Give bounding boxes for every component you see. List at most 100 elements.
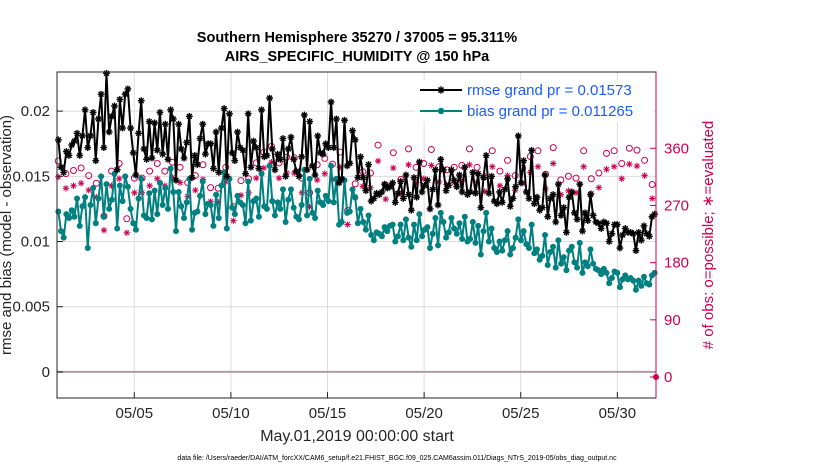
possible-obs-point <box>595 169 603 177</box>
evaluated-obs-point <box>550 160 557 167</box>
rmse-point <box>183 139 191 146</box>
rmse-point <box>175 120 183 128</box>
rmse-point <box>258 106 265 114</box>
rmse-point <box>282 172 290 180</box>
rmse-point <box>169 115 177 123</box>
bias-point <box>202 211 209 218</box>
evaluated-obs-point <box>603 166 610 173</box>
rmse-point <box>300 111 308 119</box>
rmse-point <box>357 153 364 161</box>
bias-point <box>322 192 329 199</box>
rmse-point <box>402 171 410 179</box>
bias-point <box>459 235 466 242</box>
bias-point <box>239 202 246 209</box>
bias-point <box>194 208 201 215</box>
bias-point <box>98 173 105 180</box>
rmse-point <box>319 150 327 158</box>
bias-point <box>499 247 506 254</box>
y2-tick-label: 270 <box>664 197 689 214</box>
rmse-point <box>431 166 439 174</box>
rmse-point <box>132 171 140 179</box>
evaluated-obs-point <box>466 161 473 168</box>
bias-point <box>408 243 415 250</box>
rmse-line <box>57 72 656 252</box>
rmse-point <box>613 221 621 228</box>
y2-tick-label: 180 <box>664 255 689 272</box>
rmse-point <box>477 204 485 212</box>
bias-point <box>443 234 450 241</box>
rmse-point <box>167 106 175 114</box>
bias-point <box>640 273 647 280</box>
x-tick-label: 05/25 <box>502 405 540 422</box>
evaluated-obs-point <box>344 221 351 228</box>
rmse-point <box>557 212 565 219</box>
bias-point <box>378 233 385 240</box>
bias-point <box>328 162 335 169</box>
rmse-point <box>274 150 282 158</box>
possible-obs-point <box>557 176 565 184</box>
x-axis: 05/05 05/10 05/15 05/20 05/25 05/30 <box>116 392 636 422</box>
bias-point <box>571 259 578 266</box>
evaluated-obs-point <box>313 176 321 184</box>
rmse-point <box>271 166 279 174</box>
rmse-point <box>571 209 578 217</box>
rmse-point <box>555 180 562 188</box>
bias-line <box>57 164 656 291</box>
possible-obs-point <box>504 156 512 164</box>
rmse-point <box>541 171 549 179</box>
x-tick-label: 05/10 <box>212 405 250 422</box>
bias-point <box>384 228 391 235</box>
rmse-point <box>239 146 247 154</box>
bias-point <box>435 242 442 249</box>
bias-point <box>365 212 372 219</box>
bias-point <box>579 269 586 276</box>
rmse-point <box>84 144 92 152</box>
bias-point <box>66 215 73 222</box>
bias-point <box>338 218 345 225</box>
possible-obs-point <box>473 163 481 171</box>
rmse-point <box>407 206 415 214</box>
bias-point <box>400 237 407 244</box>
bias-point <box>456 220 463 227</box>
bias-point <box>119 198 126 205</box>
rmse-point <box>520 157 528 165</box>
bias-point <box>296 216 303 223</box>
evaluated-obs-point <box>230 217 237 224</box>
y2-tick-label: 90 <box>664 312 681 329</box>
rmse-point <box>351 136 359 144</box>
rmse-point <box>255 165 263 172</box>
bias-point <box>590 260 597 267</box>
rmse-point <box>330 144 338 152</box>
rmse-point <box>472 189 479 197</box>
rmse-point <box>512 183 520 191</box>
rmse-point <box>124 85 132 93</box>
bias-point <box>504 228 511 235</box>
rmse-point <box>362 187 370 195</box>
evaluated-obs-point <box>489 163 496 170</box>
rmse-point <box>485 189 493 197</box>
rmse-point <box>92 157 100 165</box>
rmse-point <box>410 174 418 182</box>
rmse-point <box>616 244 624 252</box>
bias-point <box>445 229 452 236</box>
bias-point <box>635 277 642 284</box>
bias-point <box>558 260 565 267</box>
rmse-point <box>161 120 169 128</box>
bias-point <box>496 238 503 245</box>
bias-point <box>550 243 557 250</box>
possible-obs-point <box>161 167 169 175</box>
rmse-point <box>469 169 477 176</box>
rmse-point <box>501 185 509 193</box>
rmse-point <box>349 127 356 135</box>
rmse-point <box>397 178 405 185</box>
bias-point <box>416 211 423 218</box>
bias-point <box>370 237 377 244</box>
bias-point <box>210 222 217 229</box>
bias-point <box>437 209 444 216</box>
rmse-point <box>448 166 455 174</box>
bias-point <box>360 218 367 225</box>
rmse-point <box>635 228 643 236</box>
bias-point <box>405 234 412 241</box>
legend-bias-marker <box>437 107 445 115</box>
